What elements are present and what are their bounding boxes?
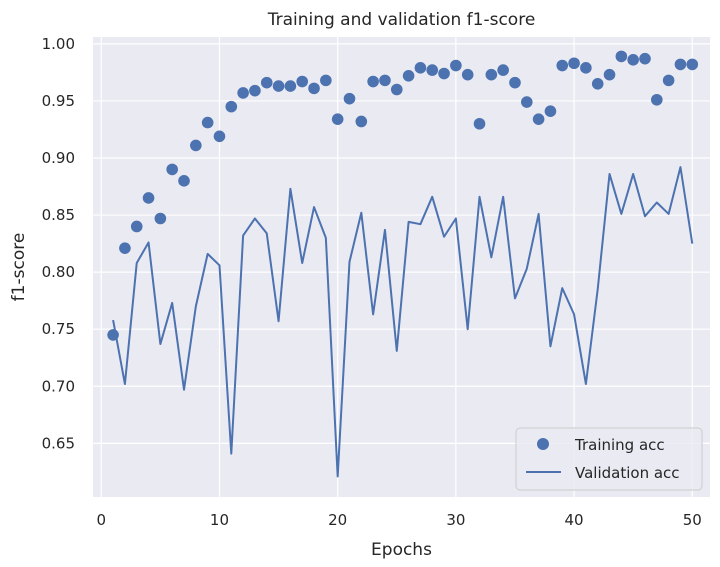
training-point [390, 83, 403, 96]
training-point [142, 192, 155, 204]
training-point [426, 64, 439, 76]
training-point [568, 57, 580, 70]
training-point [591, 77, 604, 90]
y-tick-label: 0.85 [42, 206, 75, 224]
validation-series [112, 166, 694, 478]
y-axis-title: f1-score [9, 233, 29, 302]
training-point [580, 62, 592, 74]
chart-title: Training and validation f1-score [267, 10, 536, 30]
training-point [544, 105, 557, 117]
y-tick-label: 0.95 [42, 92, 75, 110]
training-point [201, 116, 214, 129]
training-point [320, 74, 332, 87]
training-point [461, 68, 474, 81]
training-point [438, 67, 450, 80]
training-point [651, 93, 663, 106]
training-point [627, 54, 639, 66]
legend-validation-label: Validation acc [575, 464, 680, 482]
y-tick-label: 0.90 [42, 149, 75, 167]
training-point [343, 92, 356, 105]
validation-line [112, 166, 694, 478]
training-point [284, 80, 297, 92]
y-tick-label: 0.70 [42, 377, 75, 395]
legend-training-label: Training acc [574, 436, 665, 454]
training-point [178, 175, 190, 187]
training-point [331, 113, 344, 125]
training-point [107, 329, 119, 341]
training-point [190, 139, 202, 152]
training-point [414, 62, 427, 74]
x-tick-label: 0 [97, 511, 107, 529]
training-point [674, 58, 687, 71]
x-axis-title: Epochs [371, 540, 432, 560]
x-tick-label: 50 [683, 511, 702, 529]
training-point [296, 75, 309, 88]
training-point [355, 115, 368, 128]
training-point [154, 212, 167, 225]
plot-area [93, 37, 710, 497]
training-series [107, 50, 699, 341]
y-tick-label: 0.65 [42, 434, 75, 452]
training-point [497, 64, 509, 76]
training-point [639, 52, 651, 65]
training-point [213, 130, 226, 143]
tick-labels: 0 10 20 30 40 50 0.65 0.70 0.75 0.80 0.85 0.90 0.95 1… [42, 35, 702, 529]
training-point [509, 76, 521, 89]
training-point [485, 68, 498, 81]
training-point [532, 113, 545, 125]
training-point [308, 82, 320, 95]
training-point [473, 117, 486, 130]
training-point [130, 220, 143, 233]
training-point [272, 80, 285, 92]
training-point [166, 163, 178, 176]
training-point [225, 100, 238, 113]
x-tick-label: 40 [565, 511, 584, 529]
training-point [450, 59, 462, 72]
legend: Training acc Validation acc [515, 427, 703, 491]
y-tick-label: 0.75 [42, 320, 75, 338]
y-tick-label: 0.80 [42, 263, 75, 281]
training-point [686, 58, 699, 71]
training-point [556, 59, 569, 72]
training-point [402, 70, 415, 82]
y-tick-label: 1.00 [42, 35, 75, 53]
training-point [367, 75, 379, 88]
training-point [662, 74, 675, 87]
training-point [520, 96, 533, 108]
training-point [379, 74, 391, 87]
training-point [119, 242, 131, 254]
training-point [237, 87, 249, 99]
x-tick-label: 30 [446, 511, 465, 529]
training-point [260, 76, 273, 89]
x-tick-label: 10 [210, 511, 229, 529]
x-tick-label: 20 [328, 511, 347, 529]
legend-training-marker [537, 438, 549, 450]
legend-box [515, 427, 703, 491]
training-point [249, 84, 261, 97]
training-point [615, 50, 628, 63]
training-point [603, 68, 616, 81]
